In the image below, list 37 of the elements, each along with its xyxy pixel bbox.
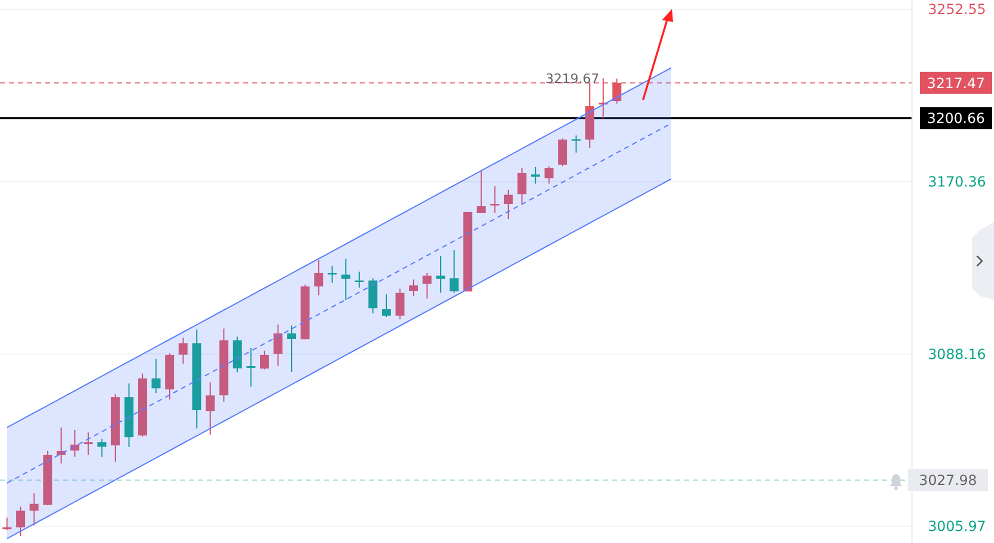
candlestick bbox=[206, 382, 215, 436]
line-series bbox=[6, 178, 672, 540]
candlestick bbox=[382, 294, 391, 318]
candlestick bbox=[178, 337, 188, 364]
candlestick bbox=[30, 492, 39, 526]
candlestick bbox=[274, 324, 282, 367]
candlestick bbox=[260, 350, 269, 370]
y-tick-label: 3170.36 bbox=[928, 174, 986, 191]
candlestick bbox=[504, 189, 513, 220]
candlestick bbox=[490, 185, 500, 214]
line-series bbox=[6, 67, 672, 428]
y-tick-label: 3005.97 bbox=[928, 519, 986, 536]
ref-line-label: 3200.66 bbox=[927, 111, 986, 128]
candlestick bbox=[572, 134, 581, 154]
candlestick bbox=[517, 167, 526, 205]
candlestick bbox=[450, 250, 459, 294]
ref-line-label: 3027.98 bbox=[919, 473, 977, 490]
candlestick bbox=[84, 432, 93, 456]
candlestick bbox=[436, 255, 446, 294]
candlestick bbox=[544, 166, 554, 184]
candlestick bbox=[246, 347, 256, 388]
candlestick bbox=[314, 259, 324, 296]
annotation: 3219.67 bbox=[545, 72, 600, 87]
candlestick bbox=[354, 271, 364, 288]
candlestick bbox=[422, 272, 432, 300]
candlestick bbox=[476, 170, 486, 214]
ref-line-label: 3217.47 bbox=[927, 76, 985, 92]
candlestick bbox=[152, 358, 161, 394]
candlestick bbox=[97, 438, 106, 458]
candlestick bbox=[16, 506, 26, 537]
candlestick bbox=[287, 324, 296, 373]
candlestick bbox=[409, 278, 418, 297]
candlestick bbox=[396, 288, 404, 320]
y-tick-label: 3252.55 bbox=[928, 2, 986, 18]
y-tick-label: 3088.16 bbox=[928, 346, 986, 363]
candlestick bbox=[341, 258, 350, 301]
candlestick bbox=[328, 265, 337, 284]
